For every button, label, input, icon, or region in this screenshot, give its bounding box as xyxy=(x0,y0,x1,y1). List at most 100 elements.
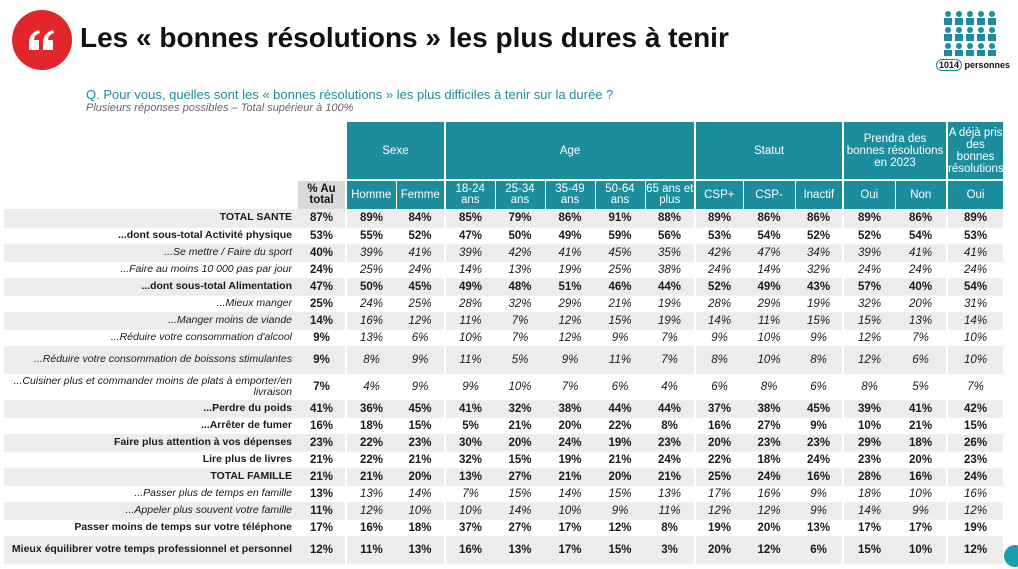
value-cell: 17% xyxy=(545,519,595,537)
value-cell: 20% xyxy=(396,468,445,486)
value-cell: 21% xyxy=(345,468,396,486)
value-cell: 22% xyxy=(595,417,645,435)
value-cell: 11% xyxy=(595,346,645,374)
value-cell: 24% xyxy=(795,451,844,469)
value-cell: 9% xyxy=(895,502,948,520)
row-label: ...Appeler plus souvent votre famille xyxy=(4,502,298,520)
row-label: ...dont sous-total Alimentation xyxy=(4,278,298,296)
value-cell: 45% xyxy=(595,244,645,262)
value-cell: 17% xyxy=(895,519,948,537)
value-cell: 5% xyxy=(895,373,948,401)
total-cell: 21% xyxy=(298,451,346,469)
value-cell: 23% xyxy=(743,434,796,452)
value-cell: 24% xyxy=(694,261,744,279)
row-label: ...Manger moins de viande xyxy=(4,312,298,330)
value-cell: 32% xyxy=(495,295,545,313)
value-cell: 16% xyxy=(444,536,495,564)
value-cell: 39% xyxy=(842,400,896,418)
total-cell: 16% xyxy=(298,417,346,435)
value-cell: 21% xyxy=(396,451,445,469)
value-cell: 9% xyxy=(795,417,844,435)
quote-marks-icon xyxy=(29,30,54,50)
value-cell: 16% xyxy=(345,312,396,330)
value-cell: 59% xyxy=(595,227,645,245)
value-cell: 9% xyxy=(396,373,445,401)
value-cell: 41% xyxy=(895,400,948,418)
value-cell: 4% xyxy=(645,373,696,401)
col-femme: Femme xyxy=(395,179,445,209)
value-cell: 6% xyxy=(396,329,445,347)
value-cell: 32% xyxy=(795,261,844,279)
value-cell: 20% xyxy=(895,295,948,313)
value-cell: 41% xyxy=(545,244,595,262)
value-cell: 27% xyxy=(743,417,796,435)
value-cell: 32% xyxy=(495,400,545,418)
total-cell: 9% xyxy=(298,346,346,374)
value-cell: 7% xyxy=(495,329,545,347)
value-cell: 15% xyxy=(842,312,896,330)
value-cell: 13% xyxy=(444,468,495,486)
table-row: ...Arrêter de fumer 16% 18% 15% 5% 21% 20% 22% 8… xyxy=(4,417,1004,435)
value-cell: 3% xyxy=(645,536,696,564)
help-icon[interactable] xyxy=(1004,545,1018,567)
value-cell: 12% xyxy=(545,312,595,330)
value-cell: 10% xyxy=(895,485,948,503)
total-cell: 40% xyxy=(298,244,346,262)
value-cell: 13% xyxy=(795,519,844,537)
value-cell: 13% xyxy=(495,536,545,564)
value-cell: 14% xyxy=(444,261,495,279)
value-cell: 10% xyxy=(743,329,796,347)
table-row: ...Se mettre / Faire du sport 40% 39% 41% 39… xyxy=(4,244,1004,262)
value-cell: 18% xyxy=(895,434,948,452)
value-cell: 6% xyxy=(694,373,744,401)
value-cell: 10% xyxy=(946,329,1004,347)
row-label: ...Passer plus de temps en famille xyxy=(4,485,298,503)
page-title: Les « bonnes résolutions » les plus dure… xyxy=(80,22,729,53)
value-cell: 16% xyxy=(694,417,744,435)
value-cell: 49% xyxy=(545,227,595,245)
value-cell: 91% xyxy=(595,209,645,228)
value-cell: 9% xyxy=(396,346,445,374)
value-cell: 9% xyxy=(545,346,595,374)
value-cell: 20% xyxy=(895,451,948,469)
table-row: TOTAL SANTE 87% 89% 84% 85% 79% 86% 91% 88% 89% 86… xyxy=(4,209,1004,228)
header-blank xyxy=(4,180,298,209)
row-label: ...Mieux manger xyxy=(4,295,298,313)
value-cell: 7% xyxy=(946,373,1004,401)
value-cell: 25% xyxy=(595,261,645,279)
value-cell: 20% xyxy=(595,468,645,486)
value-cell: 18% xyxy=(743,451,796,469)
value-cell: 23% xyxy=(842,451,896,469)
value-cell: 23% xyxy=(946,451,1004,469)
value-cell: 7% xyxy=(645,346,696,374)
sub-header-row: % Au total Homme Femme 18-24 ans 25-34 a… xyxy=(4,179,1004,209)
row-label: Lire plus de livres xyxy=(4,451,298,469)
value-cell: 6% xyxy=(795,536,844,564)
value-cell: 21% xyxy=(645,468,696,486)
value-cell: 24% xyxy=(946,468,1004,486)
value-cell: 13% xyxy=(495,261,545,279)
value-cell: 41% xyxy=(895,244,948,262)
group-deja-pris: A déjà pris des bonnes résolutions xyxy=(946,122,1004,180)
col-total: % Au total xyxy=(298,179,346,209)
value-cell: 39% xyxy=(345,244,396,262)
value-cell: 11% xyxy=(444,312,495,330)
table-body: TOTAL SANTE 87% 89% 84% 85% 79% 86% 91% 88% 89% 86… xyxy=(4,209,1004,564)
value-cell: 54% xyxy=(895,227,948,245)
value-cell: 7% xyxy=(645,329,696,347)
row-label: Faire plus attention à vos dépenses xyxy=(4,434,298,452)
total-cell: 7% xyxy=(298,373,346,401)
value-cell: 47% xyxy=(743,244,796,262)
total-cell: 41% xyxy=(298,400,346,418)
value-cell: 8% xyxy=(345,346,396,374)
value-cell: 42% xyxy=(495,244,545,262)
value-cell: 7% xyxy=(495,312,545,330)
value-cell: 15% xyxy=(595,536,645,564)
value-cell: 86% xyxy=(895,209,948,228)
value-cell: 24% xyxy=(545,434,595,452)
row-label: TOTAL SANTE xyxy=(4,209,298,228)
people-icon xyxy=(944,11,996,56)
value-cell: 55% xyxy=(345,227,396,245)
value-cell: 21% xyxy=(495,417,545,435)
quote-logo xyxy=(12,10,72,70)
